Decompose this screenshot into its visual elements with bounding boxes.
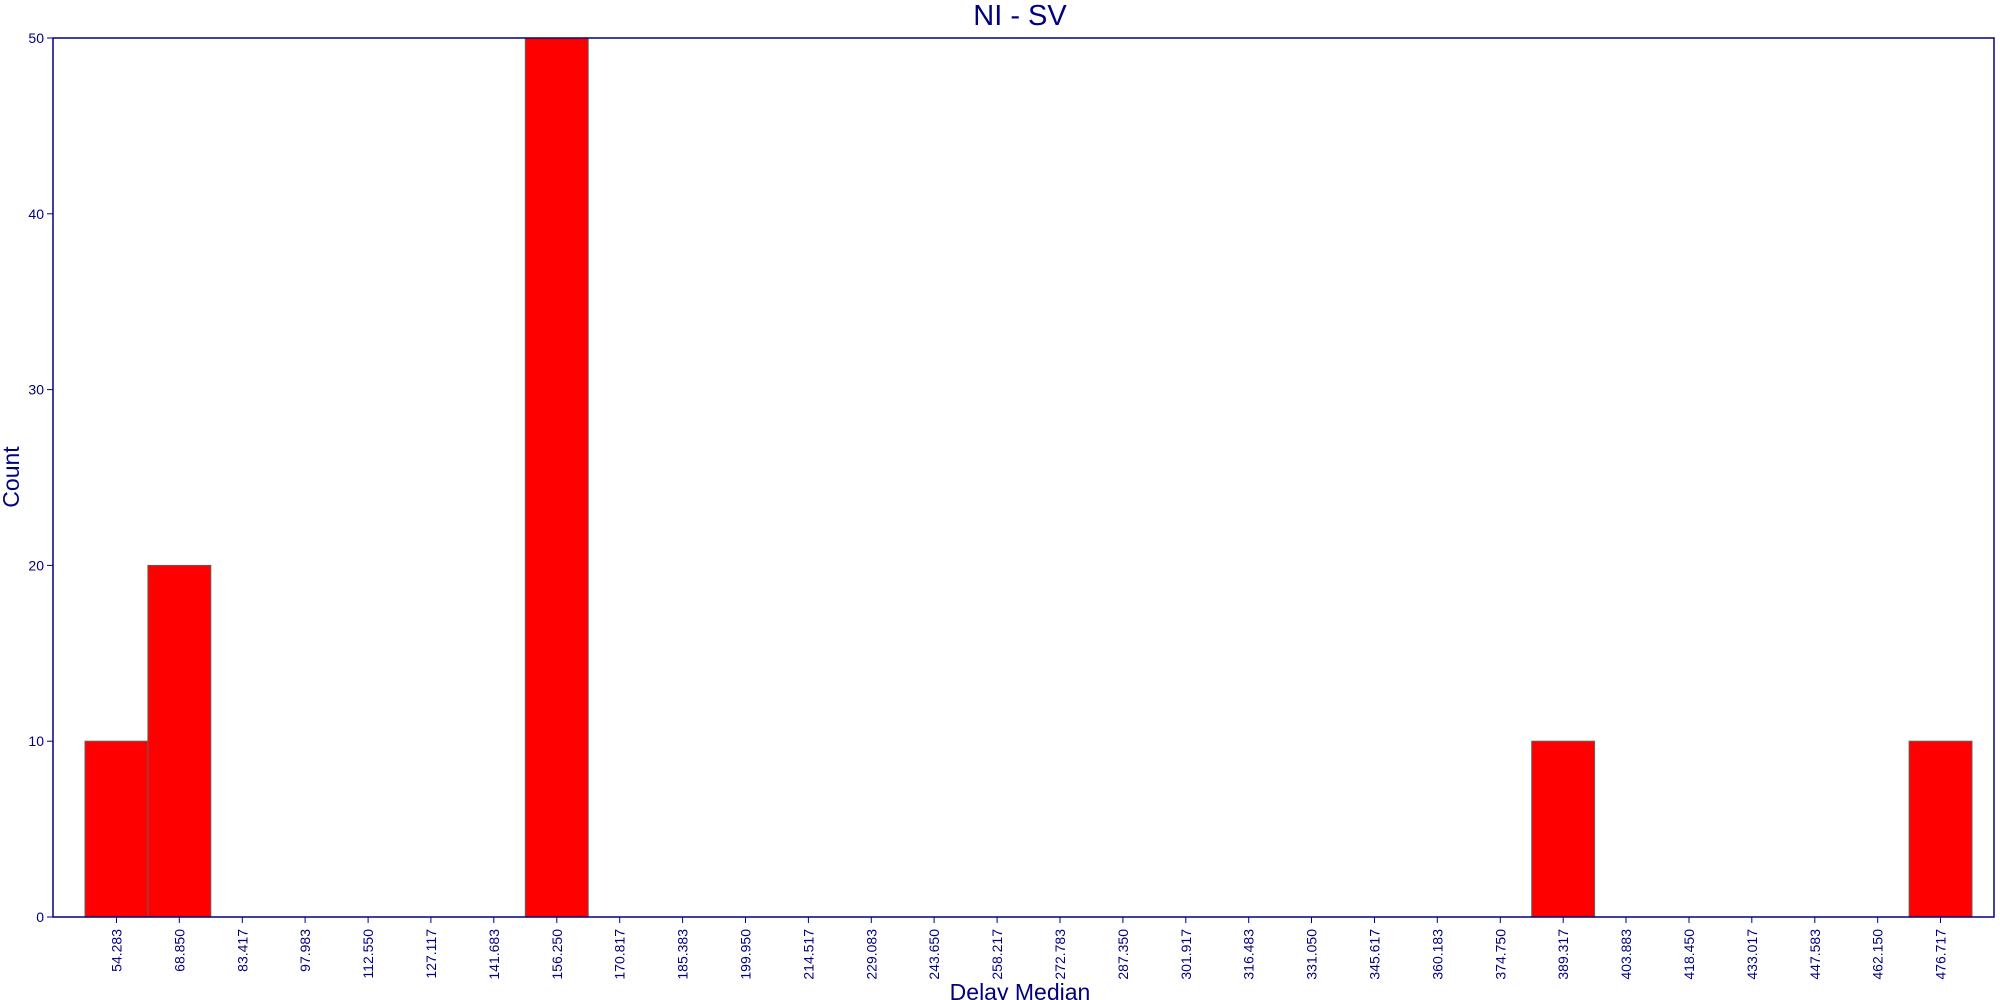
x-tick-label: 185.383 bbox=[675, 929, 691, 980]
x-tick-label: 214.517 bbox=[800, 929, 816, 980]
x-tick-label: 345.617 bbox=[1367, 929, 1383, 980]
x-tick-label: 141.683 bbox=[486, 929, 502, 980]
bar-156.250 bbox=[524, 37, 589, 918]
x-tick-label: 403.883 bbox=[1618, 929, 1634, 980]
x-tick-label: 97.983 bbox=[297, 929, 313, 972]
y-tick-label: 40 bbox=[28, 206, 44, 222]
x-tick-label: 272.783 bbox=[1052, 929, 1068, 980]
x-tick-label: 156.250 bbox=[549, 929, 565, 980]
x-tick-label: 258.217 bbox=[989, 929, 1005, 980]
x-tick-label: 433.017 bbox=[1744, 929, 1760, 980]
x-tick-label: 476.717 bbox=[1933, 929, 1949, 980]
x-tick-label: 418.450 bbox=[1681, 929, 1697, 980]
x-tick-label: 462.150 bbox=[1870, 929, 1886, 980]
y-tick-label: 50 bbox=[28, 30, 44, 46]
bar-68.850 bbox=[147, 564, 212, 918]
y-tick-label: 30 bbox=[28, 382, 44, 398]
y-axis-label: Count bbox=[0, 446, 24, 508]
x-tick-label: 229.083 bbox=[863, 929, 879, 980]
x-tick-label: 83.417 bbox=[234, 929, 250, 972]
plot-frame bbox=[52, 37, 1995, 918]
x-tick-label: 112.550 bbox=[360, 929, 376, 979]
x-tick-label: 243.650 bbox=[926, 929, 942, 980]
x-tick-label: 127.117 bbox=[423, 929, 439, 979]
y-tick-label: 0 bbox=[36, 909, 44, 925]
bar-389.317 bbox=[1531, 740, 1596, 918]
x-tick-label: 316.483 bbox=[1241, 929, 1257, 980]
bar-54.283 bbox=[84, 740, 149, 918]
x-tick-label: 199.950 bbox=[738, 929, 754, 980]
y-tick-label: 10 bbox=[28, 733, 44, 749]
x-tick-label: 287.350 bbox=[1115, 929, 1131, 980]
x-tick-label: 360.183 bbox=[1429, 929, 1445, 980]
x-tick-label: 54.283 bbox=[109, 929, 125, 972]
chart-title: NI - SV bbox=[973, 0, 1067, 32]
x-tick-label: 170.817 bbox=[612, 929, 628, 980]
bar-476.717 bbox=[1908, 740, 1973, 918]
y-axis: 0 10 20 30 40 50 bbox=[28, 30, 53, 925]
bars-group bbox=[84, 37, 1973, 918]
x-tick-label: 301.917 bbox=[1178, 929, 1194, 980]
x-axis-label: Delay Median bbox=[950, 979, 1091, 1000]
x-tick-label: 68.850 bbox=[171, 929, 187, 972]
x-tick-label: 374.750 bbox=[1492, 929, 1508, 980]
x-tick-label: 331.050 bbox=[1304, 929, 1320, 980]
x-tick-label: 389.317 bbox=[1555, 929, 1571, 980]
y-tick-label: 20 bbox=[28, 557, 44, 573]
x-axis: 54.283 68.850 83.417 97.983 112.550 127.117 14… bbox=[109, 917, 1949, 980]
x-tick-label: 447.583 bbox=[1807, 929, 1823, 980]
